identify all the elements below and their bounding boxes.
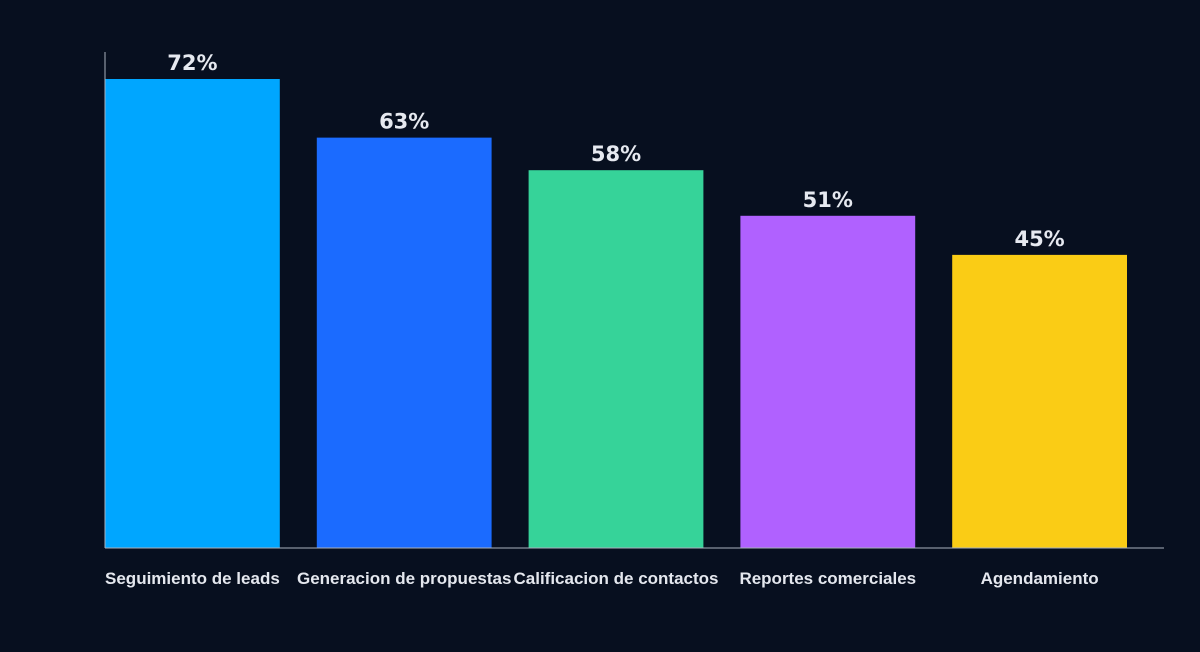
bars-group xyxy=(105,79,1127,548)
value-label-3: 58% xyxy=(591,142,641,166)
x-tick-label-5: Agendamiento xyxy=(981,569,1099,588)
x-tick-labels-group: Seguimiento de leads Generacion de propue… xyxy=(105,569,1099,588)
value-label-2: 63% xyxy=(379,110,429,134)
value-labels-group: 72% 63% 58% 51% 45% xyxy=(167,51,1064,251)
value-label-1: 72% xyxy=(167,51,217,75)
bar-3 xyxy=(528,170,704,548)
bar-5 xyxy=(952,254,1127,548)
x-tick-label-4: Reportes comerciales xyxy=(739,569,916,588)
x-tick-label-1: Seguimiento de leads xyxy=(105,569,280,588)
x-tick-label-3: Calificacion de contactos xyxy=(514,569,719,588)
bar-1 xyxy=(105,79,280,548)
value-label-5: 45% xyxy=(1014,227,1064,251)
x-tick-label-2: Generacion de propuestas xyxy=(297,569,511,588)
bar-4 xyxy=(740,215,916,548)
bar-2 xyxy=(316,137,492,548)
value-label-4: 51% xyxy=(803,188,853,212)
